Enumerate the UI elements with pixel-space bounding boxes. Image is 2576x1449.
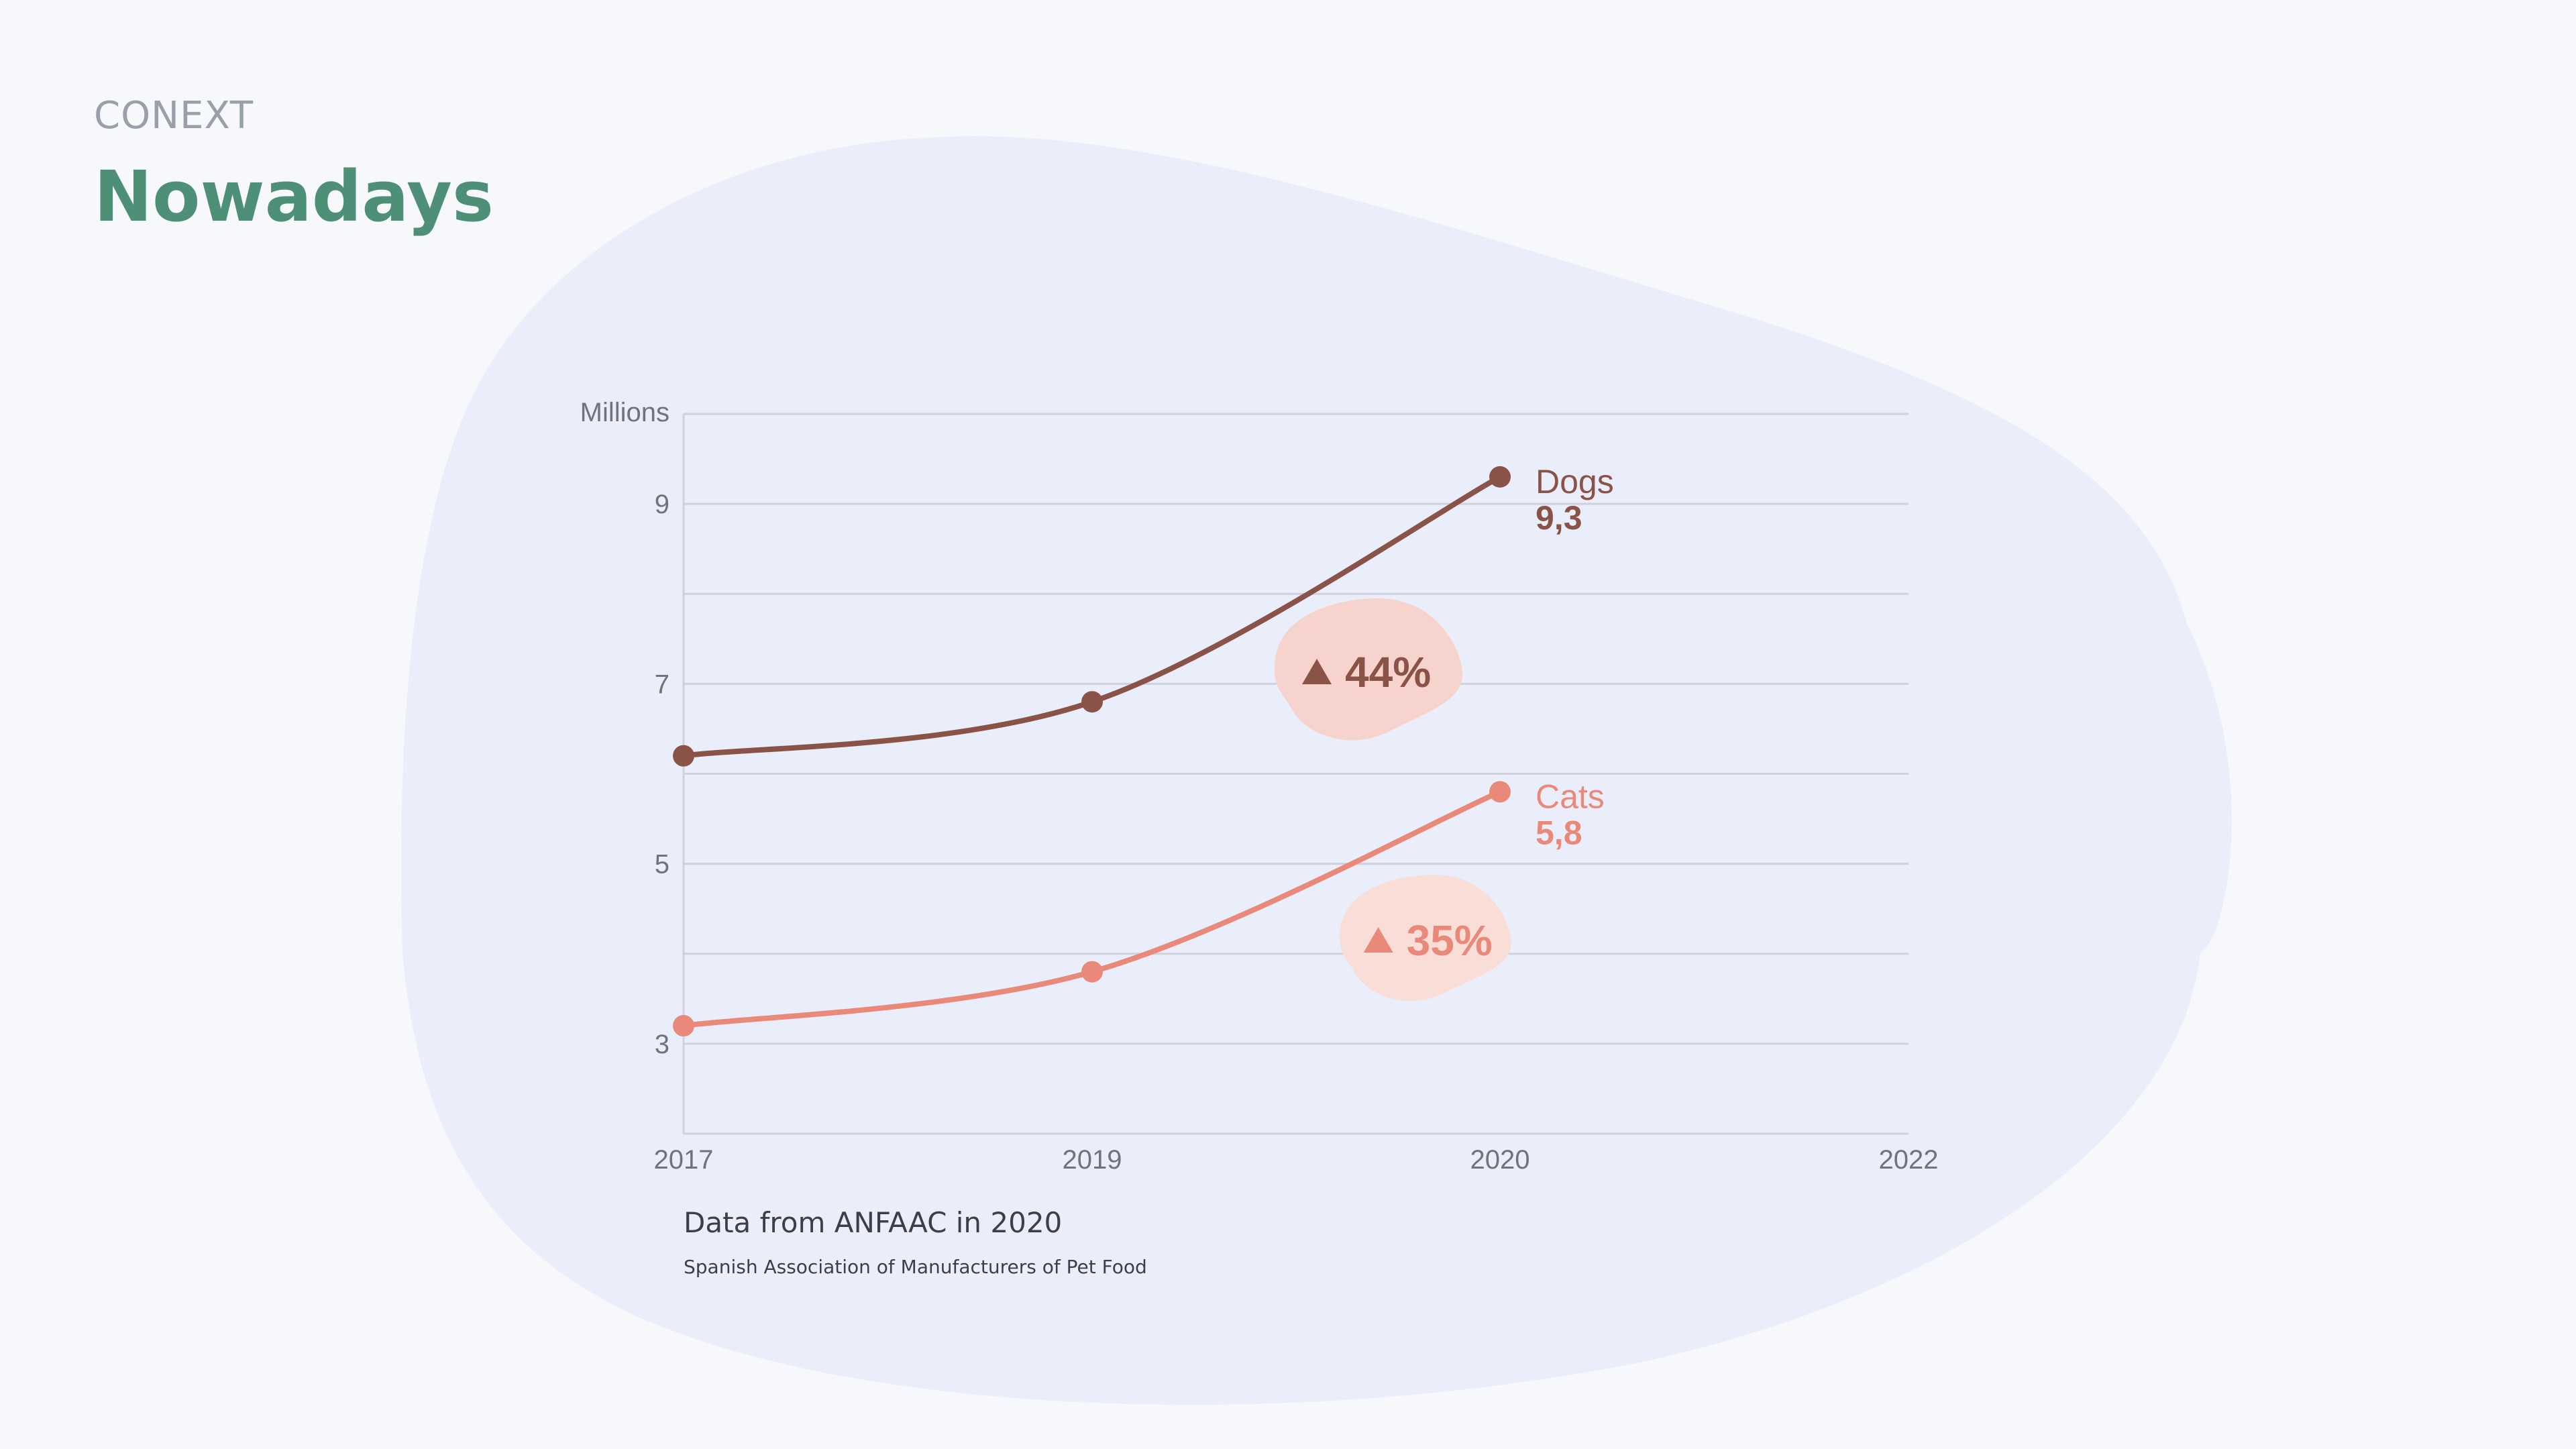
series-lines [673, 466, 1511, 1037]
series-end-value: 9,3 [1536, 499, 1582, 537]
blob-shape [400, 136, 2232, 1405]
y-tick-label: 5 [655, 850, 669, 879]
series-dogs [673, 466, 1511, 767]
up-triangle-icon [1302, 659, 1332, 684]
badge-shape [1340, 875, 1511, 1002]
data-point [1489, 466, 1511, 488]
y-tick-label: 3 [655, 1030, 669, 1059]
x-tick-label: 2019 [1063, 1145, 1122, 1175]
up-triangle-icon [1363, 927, 1393, 953]
source-title: Data from ANFAAC in 2020 [684, 1206, 1063, 1239]
data-point [673, 1015, 694, 1037]
series-cats [673, 781, 1511, 1037]
x-tick-label: 2017 [654, 1145, 714, 1175]
change-badge-dogs: 44% [1275, 598, 1462, 741]
change-value: 44% [1345, 648, 1431, 696]
page-title: Nowadays [94, 156, 494, 237]
y-tick-label: 7 [655, 669, 669, 699]
source-subtitle: Spanish Association of Manufacturers of … [684, 1256, 1147, 1278]
x-tick-label: 2020 [1470, 1145, 1530, 1175]
y-axis-label: Millions [580, 398, 669, 427]
badge-shape [1275, 598, 1462, 741]
change-badge-cats: 35% [1340, 875, 1511, 1002]
series-name-label: Dogs [1536, 463, 1614, 500]
section-eyebrow: CONEXT [94, 94, 254, 138]
data-point [1489, 781, 1511, 803]
series-end-value: 5,8 [1536, 814, 1582, 851]
data-point [1081, 961, 1103, 983]
series-name-label: Cats [1536, 777, 1605, 815]
data-point [1081, 691, 1103, 713]
axes: Millions 3 5 7 9 2017 2019 2020 2022 [580, 398, 1939, 1175]
change-badges: 44% 35% [1275, 598, 1511, 1002]
y-tick-label: 9 [655, 490, 669, 519]
grid-lines [682, 413, 1909, 1135]
change-value: 35% [1407, 916, 1493, 965]
data-point [673, 745, 694, 767]
x-tick-label: 2022 [1879, 1145, 1939, 1175]
